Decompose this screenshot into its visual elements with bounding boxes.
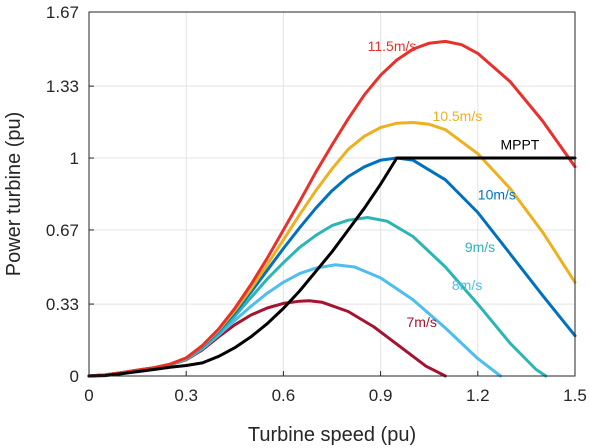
x-tick-label: 0.3 xyxy=(174,386,198,405)
y-tick-label: 0.67 xyxy=(46,221,79,240)
x-tick-label: 0 xyxy=(84,386,93,405)
y-tick-label: 0.33 xyxy=(46,295,79,314)
series-line-7m-s xyxy=(87,299,447,378)
curve-label-mppt: MPPT xyxy=(500,136,539,152)
y-tick-label: 1.67 xyxy=(46,3,79,22)
curve-label-8m-s: 8m/s xyxy=(452,277,482,293)
x-tick-label: 0.9 xyxy=(369,386,393,405)
curve-label-11-5m-s: 11.5m/s xyxy=(368,38,417,54)
y-axis-title: Power turbine (pu) xyxy=(3,112,25,277)
series-line-10-5m-s xyxy=(87,121,577,378)
series-line-mppt xyxy=(87,156,577,378)
annotation-layer: 11.5m/s 10.5m/s MPPT 10m/s 9m/s 8m/s 7m/s xyxy=(368,38,540,330)
x-tick-label: 1.2 xyxy=(466,386,490,405)
y-tick-label: 1 xyxy=(70,149,79,168)
y-tick-label: 1.33 xyxy=(46,77,79,96)
curve-label-7m-s: 7m/s xyxy=(407,314,437,330)
tick-layer: 0 0.3 0.6 0.9 1.2 1.5 0 0.33 0.67 1 1.33 1.67 xyxy=(46,3,587,405)
series-line-8m-s xyxy=(87,263,502,378)
curve-label-9m-s: 9m/s xyxy=(465,239,495,255)
curve-label-10-5m-s: 10.5m/s xyxy=(432,108,482,124)
x-tick-label: 1.5 xyxy=(563,386,587,405)
series-layer xyxy=(87,39,577,378)
plot-frame xyxy=(88,11,576,377)
series-line-11-5m-s xyxy=(87,39,577,378)
x-tick-label: 0.6 xyxy=(272,386,296,405)
y-tick-label: 0 xyxy=(70,367,79,386)
x-axis-title: Turbine speed (pu) xyxy=(248,424,416,446)
curve-label-10m-s: 10m/s xyxy=(478,186,516,202)
